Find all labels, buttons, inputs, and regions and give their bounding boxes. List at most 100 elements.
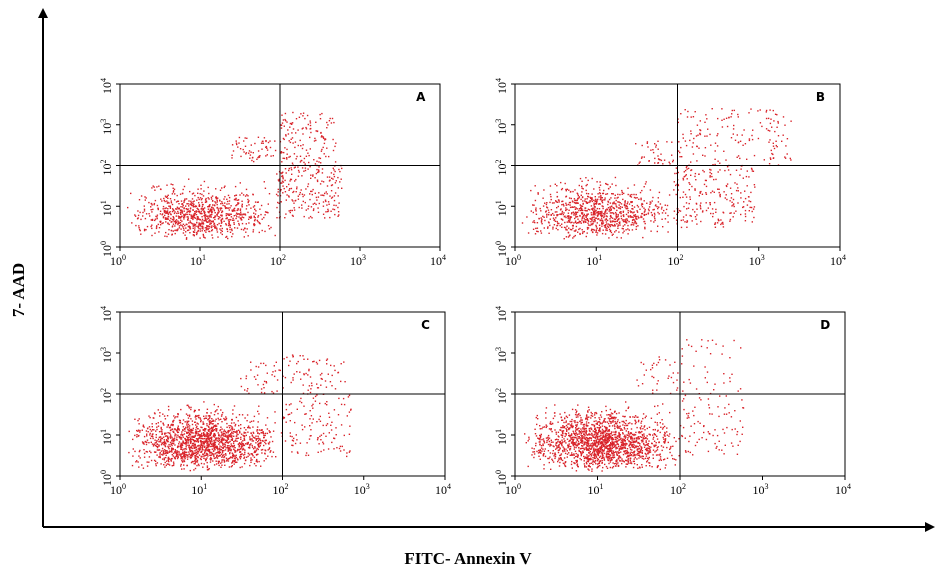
data-point bbox=[186, 439, 188, 441]
data-point bbox=[689, 183, 691, 185]
data-point bbox=[535, 442, 537, 445]
data-point bbox=[669, 447, 672, 449]
data-point bbox=[184, 451, 186, 453]
data-point bbox=[226, 459, 228, 461]
data-point bbox=[269, 451, 271, 453]
data-point bbox=[199, 435, 201, 437]
data-point bbox=[576, 192, 578, 194]
data-point bbox=[319, 157, 322, 160]
data-point bbox=[195, 418, 197, 420]
data-point bbox=[594, 453, 597, 456]
data-point bbox=[305, 454, 307, 457]
data-point bbox=[256, 429, 258, 431]
y-tick-label: 102 bbox=[494, 160, 509, 176]
data-point bbox=[590, 212, 592, 214]
data-point bbox=[176, 429, 178, 431]
data-point bbox=[592, 231, 594, 234]
data-point bbox=[647, 208, 650, 210]
data-point bbox=[782, 134, 784, 136]
data-point bbox=[187, 218, 189, 221]
data-point bbox=[643, 207, 645, 209]
data-point bbox=[596, 181, 598, 183]
data-point bbox=[620, 212, 622, 215]
data-point bbox=[571, 212, 573, 214]
data-point bbox=[656, 413, 658, 415]
data-point bbox=[612, 233, 614, 235]
data-point bbox=[750, 206, 753, 209]
data-point bbox=[265, 439, 267, 441]
data-point bbox=[587, 208, 590, 210]
data-point bbox=[555, 444, 557, 446]
data-point bbox=[324, 139, 326, 141]
data-point bbox=[208, 468, 210, 470]
data-point bbox=[620, 237, 622, 239]
data-point bbox=[298, 171, 300, 173]
data-point bbox=[221, 230, 223, 232]
data-point bbox=[571, 460, 573, 463]
data-point bbox=[541, 218, 543, 221]
data-point bbox=[650, 202, 652, 204]
data-point bbox=[174, 193, 176, 195]
data-point bbox=[590, 414, 592, 417]
data-point bbox=[212, 453, 214, 455]
data-point bbox=[225, 440, 228, 442]
data-point bbox=[183, 464, 185, 466]
data-point bbox=[227, 460, 230, 462]
data-point bbox=[325, 191, 327, 193]
data-point bbox=[188, 225, 190, 227]
data-point bbox=[597, 212, 600, 215]
data-point bbox=[186, 421, 189, 423]
data-point bbox=[236, 461, 238, 463]
data-point bbox=[241, 414, 244, 416]
data-point bbox=[180, 445, 183, 447]
data-point bbox=[216, 199, 218, 202]
data-point bbox=[228, 196, 231, 199]
data-point bbox=[704, 155, 706, 157]
data-point bbox=[203, 211, 205, 213]
data-point bbox=[597, 198, 599, 201]
data-point bbox=[208, 417, 211, 419]
data-point bbox=[560, 208, 562, 210]
data-point bbox=[628, 203, 631, 205]
data-point bbox=[333, 175, 336, 178]
data-point bbox=[266, 147, 268, 149]
data-point bbox=[737, 190, 739, 192]
data-point bbox=[251, 157, 254, 159]
data-point bbox=[624, 206, 626, 208]
data-point bbox=[201, 426, 203, 429]
data-point bbox=[641, 206, 644, 208]
data-point bbox=[549, 224, 551, 227]
data-point bbox=[253, 451, 255, 454]
data-point bbox=[576, 208, 578, 210]
data-point bbox=[606, 452, 608, 454]
data-point bbox=[302, 384, 304, 386]
data-point bbox=[231, 462, 233, 464]
data-point bbox=[737, 141, 740, 144]
data-point bbox=[191, 438, 193, 440]
data-point bbox=[666, 204, 669, 207]
data-point bbox=[598, 211, 600, 213]
data-point bbox=[210, 439, 213, 441]
data-point bbox=[158, 445, 160, 447]
data-point bbox=[200, 420, 202, 423]
data-point bbox=[283, 125, 285, 127]
data-point bbox=[604, 233, 607, 235]
data-point bbox=[214, 445, 216, 448]
data-point bbox=[254, 437, 256, 439]
data-point bbox=[651, 214, 653, 217]
data-point bbox=[209, 461, 212, 463]
data-point bbox=[235, 212, 238, 214]
data-point bbox=[165, 454, 167, 456]
data-point bbox=[202, 445, 204, 448]
data-point bbox=[704, 179, 707, 182]
data-point bbox=[539, 428, 541, 430]
data-point bbox=[280, 189, 282, 191]
data-point bbox=[292, 215, 294, 217]
data-point bbox=[252, 152, 254, 154]
data-point bbox=[563, 212, 565, 214]
data-point bbox=[171, 451, 173, 453]
data-point bbox=[595, 229, 598, 231]
data-point bbox=[201, 193, 203, 196]
data-point bbox=[198, 454, 201, 456]
data-point bbox=[161, 431, 163, 433]
